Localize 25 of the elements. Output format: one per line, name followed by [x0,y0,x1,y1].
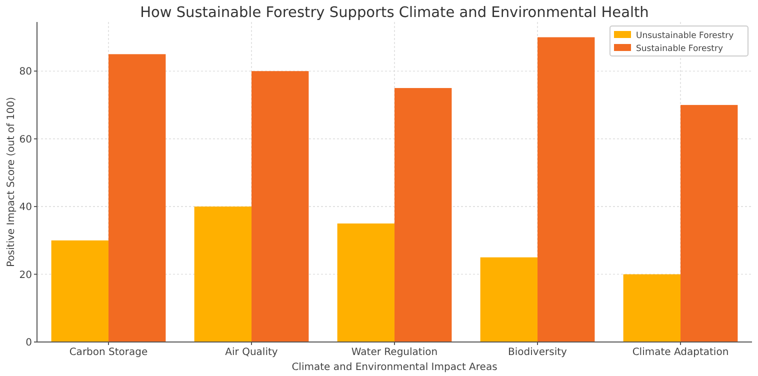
x-tick-label: Air Quality [225,347,278,358]
bar [108,54,166,342]
bar [337,223,394,342]
x-tick-label: Climate Adaptation [632,347,729,358]
x-tick-label: Water Regulation [351,347,438,358]
bar [680,104,738,342]
x-axis-title: Climate and Environmental Impact Areas [292,362,498,373]
legend-label: Unsustainable Forestry [636,30,734,41]
x-tick-label: Biodiversity [508,347,568,358]
bar [51,240,108,342]
bar [194,206,252,342]
y-axis-title: Positive Impact Score (out of 100) [6,96,17,267]
bar [252,71,309,342]
chart-title: How Sustainable Forestry Supports Climate and Environmental Health [140,5,649,21]
y-tick-label: 80 [19,66,32,78]
bar [394,88,452,342]
bar [623,274,680,342]
legend-label: Sustainable Forestry [636,44,724,54]
bar [538,37,595,342]
y-tick-label: 20 [19,270,32,281]
x-tick-label: Carbon Storage [69,347,148,358]
y-tick-label: 60 [19,134,32,146]
y-tick-label: 0 [26,338,32,348]
bar [480,257,538,342]
y-tick-label: 40 [19,202,32,214]
